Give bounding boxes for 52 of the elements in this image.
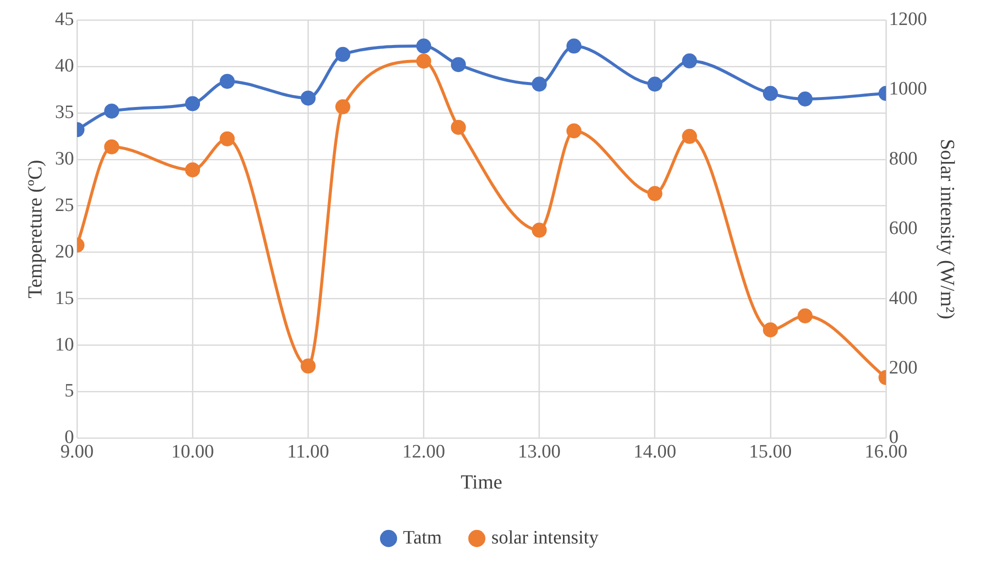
legend-label: solar intensity	[491, 527, 599, 548]
y-tick-label: 10	[55, 334, 74, 356]
point	[104, 104, 120, 119]
point	[300, 358, 316, 374]
y-tick-label: 5	[64, 380, 74, 402]
y-tick-label: 30	[55, 148, 74, 170]
y-axis-title: Tempereture (ºC)	[24, 160, 46, 298]
y-tick-label: 20	[55, 241, 74, 262]
y-tick-label: 25	[55, 194, 74, 216]
y2-tick-label: 800	[889, 148, 918, 170]
y-tick-label: 40	[55, 55, 74, 76]
y2-axis-title: Solar intensity (W/m²)	[936, 138, 958, 320]
point	[185, 162, 200, 178]
point	[682, 53, 698, 68]
point	[566, 123, 582, 138]
x-axis-title: Time	[460, 471, 502, 494]
point	[220, 74, 235, 89]
y2-tick-label: 1000	[889, 78, 927, 100]
point	[798, 308, 813, 324]
point	[762, 86, 778, 101]
point	[647, 186, 662, 202]
x-tick-label: 15.00	[749, 442, 792, 463]
y2-tick-label: 600	[889, 218, 918, 240]
point	[647, 76, 662, 92]
point	[335, 46, 350, 62]
x-tick-label: 11.00	[287, 442, 330, 463]
legend-label: Tatm	[403, 527, 442, 548]
point	[450, 120, 466, 135]
point	[798, 91, 813, 106]
point	[532, 222, 547, 238]
point	[532, 76, 547, 92]
y2-tick-label: 400	[889, 288, 918, 309]
y2-tick-label: 200	[889, 357, 918, 378]
y-tick-label: 45	[55, 8, 74, 30]
y-tick-label: 15	[55, 288, 74, 309]
point	[416, 54, 432, 69]
x-tick-label: 14.00	[633, 442, 676, 463]
point	[682, 128, 698, 144]
point	[450, 57, 466, 72]
y-tick-label: 35	[55, 102, 74, 123]
x-tick-label: 12.00	[402, 442, 446, 463]
point	[762, 322, 778, 338]
y2-tick-label: 1200	[889, 8, 927, 30]
point	[220, 131, 235, 146]
point	[300, 90, 316, 106]
x-tick-label: 13.00	[518, 442, 561, 463]
point	[185, 96, 200, 112]
point	[416, 38, 432, 54]
point	[335, 99, 350, 114]
point	[566, 38, 582, 54]
point	[104, 139, 120, 154]
x-tick-label: 10.00	[171, 442, 214, 463]
